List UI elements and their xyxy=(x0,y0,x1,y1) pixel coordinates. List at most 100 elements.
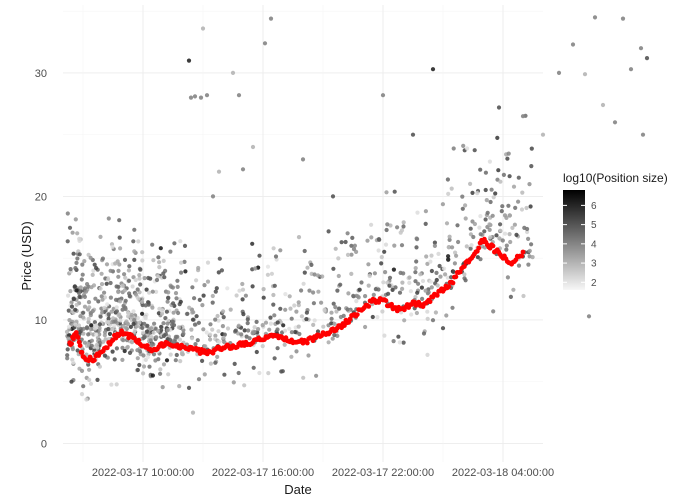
trade-point xyxy=(173,358,178,363)
trade-point xyxy=(201,327,206,332)
trade-point xyxy=(423,221,428,226)
trade-point xyxy=(425,352,430,357)
trade-point xyxy=(78,285,83,290)
trade-point xyxy=(478,257,483,262)
trade-point xyxy=(367,273,372,278)
x-tick-label: 2022-03-17 22:00:00 xyxy=(332,467,434,479)
trade-point xyxy=(177,337,183,342)
trade-point xyxy=(392,189,397,194)
trade-point xyxy=(142,335,147,340)
trade-point xyxy=(130,284,135,289)
trade-point xyxy=(359,280,364,285)
legend-title: log10(Position size) xyxy=(563,171,668,185)
trade-point xyxy=(243,293,248,298)
trade-point xyxy=(296,324,301,329)
trade-point xyxy=(222,372,227,377)
trade-point xyxy=(125,322,131,327)
trade-point xyxy=(410,132,416,137)
trade-point xyxy=(85,282,90,287)
trade-point xyxy=(104,262,110,267)
trade-point xyxy=(82,340,87,345)
trade-point xyxy=(114,305,119,310)
trade-point xyxy=(97,364,102,369)
trade-point xyxy=(478,232,483,237)
trade-point xyxy=(257,253,262,258)
trade-point xyxy=(175,284,180,289)
trade-point xyxy=(341,313,346,318)
trade-point xyxy=(127,264,132,269)
trade-point xyxy=(525,229,530,235)
trade-point xyxy=(447,234,452,239)
trade-point xyxy=(435,283,440,288)
trade-point xyxy=(106,277,111,282)
trade-point xyxy=(371,292,376,297)
trade-point xyxy=(94,265,99,271)
trade-point xyxy=(106,319,111,325)
trade-point xyxy=(117,235,122,240)
trade-point xyxy=(434,277,439,283)
trade-point xyxy=(66,336,71,341)
trade-point xyxy=(161,321,166,326)
trade-point xyxy=(447,237,452,242)
trade-point xyxy=(137,273,142,278)
trade-point xyxy=(296,300,301,305)
trade-point xyxy=(267,327,272,332)
trade-point xyxy=(149,326,154,331)
trade-point xyxy=(488,235,493,240)
trade-point xyxy=(339,240,344,245)
trade-point xyxy=(505,156,510,161)
y-axis-title: Price (USD) xyxy=(19,221,34,290)
trade-point xyxy=(165,299,170,304)
trade-point xyxy=(140,258,145,263)
trade-point xyxy=(87,367,92,372)
trade-point xyxy=(493,191,498,196)
trade-point xyxy=(168,352,173,357)
trade-point xyxy=(67,225,73,230)
trade-point xyxy=(265,264,271,269)
trade-point xyxy=(135,287,140,292)
trade-point xyxy=(425,309,430,314)
trade-point xyxy=(192,322,198,327)
trade-point xyxy=(463,203,468,208)
y-tick-label: 0 xyxy=(41,438,47,450)
trade-point xyxy=(402,318,407,323)
trade-point xyxy=(179,260,184,265)
trade-point xyxy=(240,281,245,287)
trade-point xyxy=(495,135,500,140)
trade-point xyxy=(131,309,136,314)
trade-point xyxy=(109,382,114,387)
trade-point xyxy=(540,132,546,137)
trade-point xyxy=(202,372,207,377)
trade-point xyxy=(434,270,439,275)
trade-point xyxy=(80,272,85,277)
trade-point xyxy=(524,205,529,211)
reference-price-point xyxy=(354,312,360,317)
trade-point xyxy=(294,309,299,314)
trade-point xyxy=(89,285,94,290)
trade-point xyxy=(198,95,204,100)
trade-point xyxy=(221,315,226,320)
trade-point xyxy=(477,225,482,230)
trade-point xyxy=(175,278,180,283)
trade-point xyxy=(311,301,316,306)
trade-point xyxy=(140,250,145,255)
trade-point xyxy=(196,377,202,382)
trade-point xyxy=(586,314,592,319)
trade-point xyxy=(157,265,162,270)
trade-point xyxy=(126,278,132,283)
trade-point xyxy=(430,318,436,323)
trade-point xyxy=(333,305,338,310)
trade-point xyxy=(272,283,277,288)
trade-point xyxy=(413,279,418,284)
trade-point xyxy=(202,283,207,288)
trade-point xyxy=(304,317,309,322)
trade-point xyxy=(121,338,126,343)
trade-point xyxy=(294,349,299,354)
trade-point xyxy=(93,296,98,301)
trade-point xyxy=(213,317,218,322)
trade-point xyxy=(507,174,512,179)
trade-point xyxy=(330,336,335,341)
trade-point xyxy=(151,352,157,357)
trade-point xyxy=(497,236,502,241)
